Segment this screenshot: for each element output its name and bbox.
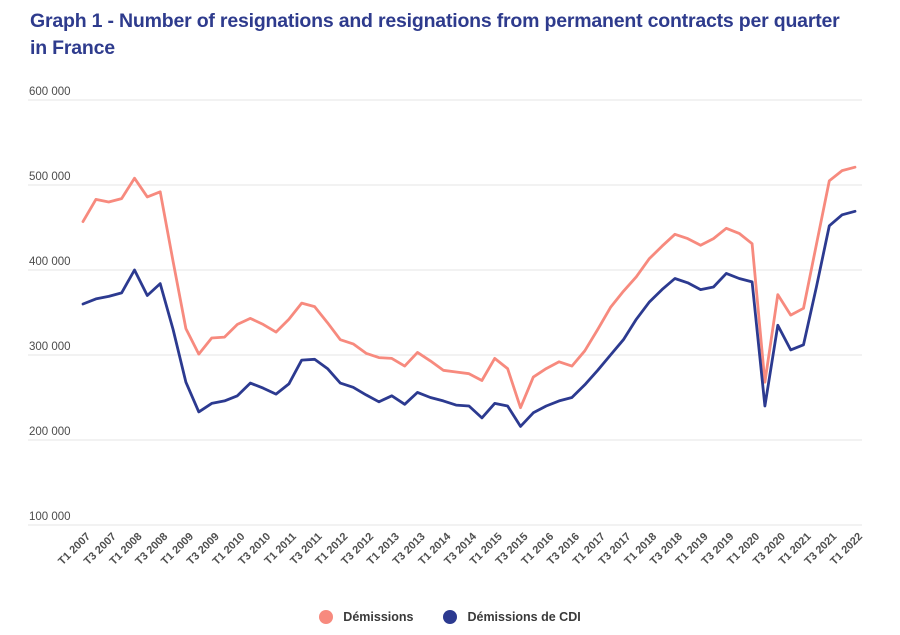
y-axis-label: 500 000 — [29, 171, 71, 183]
y-axis-label: 400 000 — [29, 256, 71, 268]
series-demissions-line — [81, 165, 857, 410]
legend-label: Démissions — [343, 610, 414, 624]
chart-title: Graph 1 - Number of resignations and res… — [30, 10, 840, 60]
chart-legend: Démissions Démissions de CDI — [0, 602, 900, 632]
legend-label: Démissions de CDI — [467, 610, 581, 624]
legend-item-demissions: Démissions — [319, 610, 413, 624]
y-axis-label: 300 000 — [29, 341, 71, 353]
y-axis-labels: 600 000 500 000 400 000 300 000 200 000 100 0… — [29, 86, 71, 523]
y-axis-label: 600 000 — [29, 86, 71, 98]
legend-item-demissions-cdi: Démissions de CDI — [443, 610, 581, 624]
demissions-dot-icon — [319, 610, 334, 624]
y-axis-label: 100 000 — [29, 511, 71, 523]
series-demissions-cdi-line — [81, 209, 857, 428]
y-axis-label: 200 000 — [29, 426, 71, 438]
gridlines — [28, 99, 862, 526]
demissions-cdi-dot-icon — [443, 610, 458, 624]
